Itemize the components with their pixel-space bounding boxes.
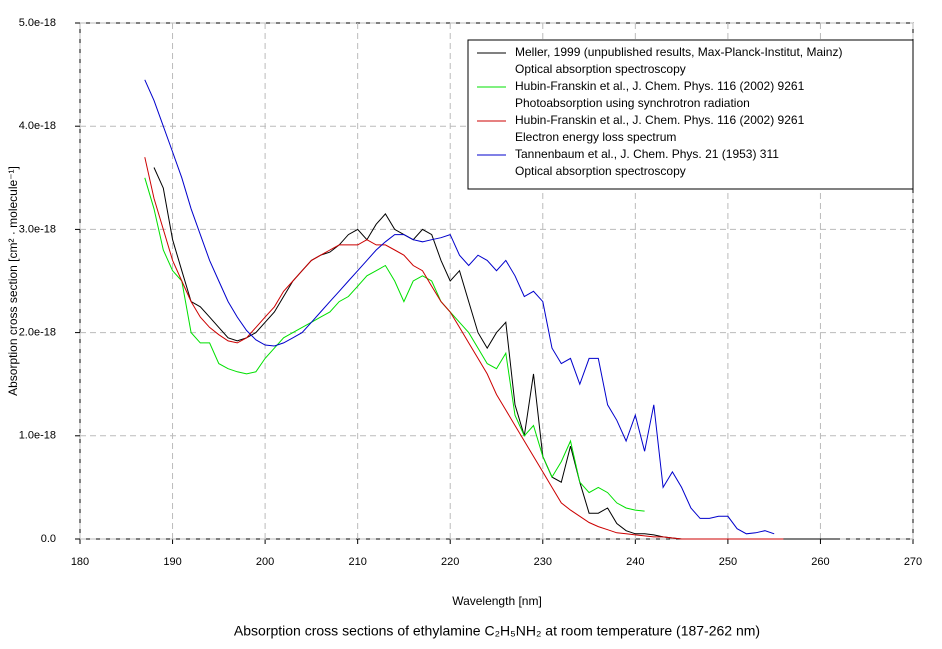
x-tick-label: 200	[256, 556, 274, 568]
x-tick-label: 250	[719, 556, 737, 568]
x-tick-label: 230	[534, 556, 552, 568]
x-tick-label: 190	[163, 556, 181, 568]
legend-box	[467, 39, 914, 190]
y-tick-label: 3.0e-18	[19, 223, 56, 235]
legend: Meller, 1999 (unpublished results, Max-P…	[467, 39, 914, 190]
y-axis-label: Absorption cross section [cm² · molecule…	[6, 166, 20, 396]
y-tick-label: 4.0e-18	[19, 120, 56, 132]
legend-description: Electron energy loss spectrum	[515, 130, 676, 144]
y-tick-label: 1.0e-18	[19, 430, 56, 442]
legend-label: Meller, 1999 (unpublished results, Max-P…	[515, 45, 842, 59]
y-tick-label: 0.0	[41, 533, 56, 545]
legend-label: Hubin-Franskin et al., J. Chem. Phys. 11…	[515, 113, 805, 127]
x-tick-label: 220	[441, 556, 459, 568]
chart-title: Absorption cross sections of ethylamine …	[234, 623, 760, 639]
series-line	[144, 177, 645, 512]
x-tick-label: 180	[71, 556, 89, 568]
legend-description: Optical absorption spectroscopy	[515, 62, 686, 76]
y-tick-label: 2.0e-18	[19, 327, 56, 339]
legend-description: Optical absorption spectroscopy	[515, 164, 686, 178]
lines	[144, 79, 839, 540]
legend-description: Photoabsorption using synchrotron radiat…	[515, 96, 750, 110]
legend-label: Hubin-Franskin et al., J. Chem. Phys. 11…	[515, 79, 805, 93]
x-tick-label: 260	[811, 556, 829, 568]
x-tick-label: 240	[626, 556, 644, 568]
plot-frame	[79, 22, 914, 540]
x-tick-label: 210	[348, 556, 366, 568]
series-line	[144, 79, 775, 535]
series-line	[144, 157, 784, 540]
legend-label: Tannenbaum et al., J. Chem. Phys. 21 (19…	[515, 147, 779, 161]
x-tick-label: 270	[904, 556, 922, 568]
x-axis-label: Wavelength [nm]	[452, 594, 542, 608]
y-tick-label: 5.0e-18	[19, 17, 56, 29]
series-line	[153, 167, 839, 540]
